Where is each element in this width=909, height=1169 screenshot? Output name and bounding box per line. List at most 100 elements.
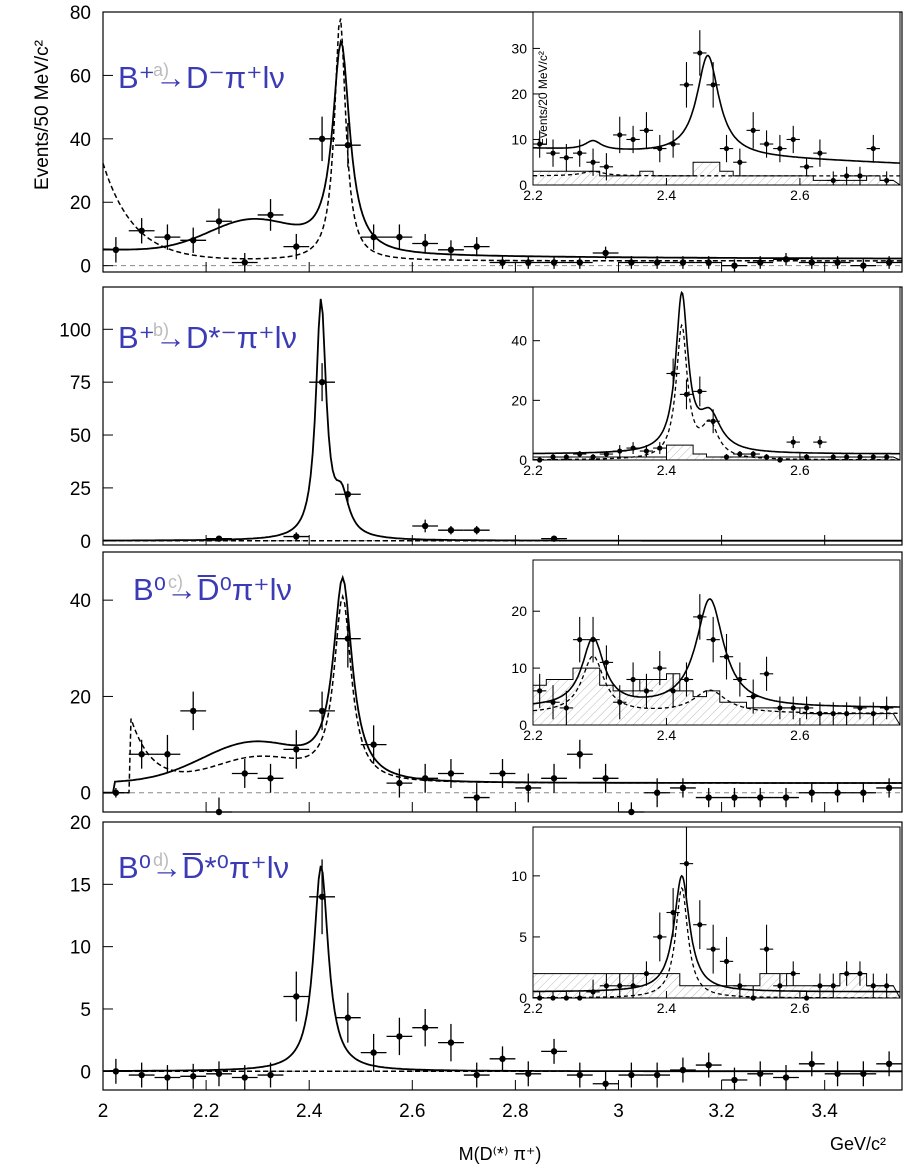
- inset-data-point: [723, 454, 730, 460]
- data-point: [653, 259, 661, 266]
- panel-3: 0 20 40 0 10 20 2.2 2.4 2.6 c)B⁰→D̅⁰π⁺lν: [70, 551, 903, 816]
- inset-data-point: [617, 983, 623, 989]
- data-point: [731, 262, 738, 269]
- inset-data-point: [630, 676, 636, 683]
- data-point: [421, 775, 429, 782]
- inset-frame: [532, 826, 901, 999]
- inset-x-tick-label: 2.4: [657, 462, 677, 478]
- data-point: [885, 259, 893, 266]
- panel-4: 0 5 10 15 20 0 5 10 2.2 2.4 2.6 d)B⁰→D̅*⁰π⁺lν: [70, 813, 903, 1091]
- data-point: [602, 775, 609, 782]
- inset-data-point: [830, 177, 836, 184]
- inset-data-point: [830, 983, 836, 989]
- data-point: [473, 526, 480, 534]
- inset-data-point: [617, 132, 623, 138]
- inset-fit-curve: [533, 54, 900, 164]
- y-tick-label: 100: [59, 320, 91, 341]
- data-point: [782, 794, 790, 801]
- inset-data-point: [697, 50, 703, 56]
- inset-data-point: [683, 676, 690, 683]
- inset-x-tick-label: 2.2: [523, 187, 543, 203]
- data-point: [550, 1048, 558, 1055]
- data-point: [396, 1033, 403, 1040]
- inset-y-tick-label: 30: [511, 40, 527, 56]
- inset-data-point: [830, 711, 836, 717]
- data-point: [370, 233, 377, 241]
- data-point: [447, 246, 455, 254]
- inset-3: 0 10 20 2.2 2.4 2.6: [511, 559, 901, 743]
- data-point: [473, 794, 480, 801]
- data-point: [808, 789, 815, 796]
- panel-1: 0 20 40 60 80 0 10 20 30 2.2 2.4 2.6 Events/20 MeV/c…: [70, 3, 903, 278]
- inset-data-point: [577, 150, 583, 156]
- inset-x-tick-label: 2.4: [657, 1000, 677, 1016]
- data-point: [679, 784, 687, 792]
- inset-data-point: [817, 711, 823, 717]
- inset-data-point: [870, 454, 876, 460]
- inset-data-point: [577, 451, 583, 457]
- data-point: [267, 1071, 274, 1079]
- inset-data-point: [817, 439, 823, 445]
- y-tick-label: 10: [70, 938, 91, 959]
- inset-data-point: [857, 173, 863, 179]
- inset-2: 0 20 40 2.2 2.4 2.6: [511, 286, 901, 478]
- inset-x-tick-label: 2.6: [790, 727, 810, 743]
- inset-data-point: [857, 705, 863, 711]
- inset-data-point: [537, 141, 543, 147]
- inset-data-point: [750, 127, 756, 133]
- inset-fit-curve-dashed: [532, 655, 900, 714]
- inset-data-point: [670, 909, 676, 916]
- data-point: [112, 246, 120, 254]
- data-point: [731, 1076, 738, 1084]
- data-point: [757, 1070, 764, 1077]
- data-point: [473, 243, 480, 250]
- inset-frame: [532, 11, 901, 186]
- inset-y-axis-label: Events/20 MeV/c²: [536, 51, 550, 146]
- inset-data-point: [697, 614, 703, 620]
- inset-data-point: [737, 983, 743, 989]
- inset-y-tick-label: 10: [511, 868, 527, 884]
- y-tick-label: 20: [70, 687, 91, 708]
- inset-data-point: [817, 983, 823, 989]
- data-point: [705, 1061, 712, 1069]
- data-point: [705, 259, 712, 266]
- inset-data-point: [563, 705, 569, 711]
- data-point: [241, 1074, 248, 1081]
- data-point: [396, 779, 403, 787]
- inset-data-point: [590, 989, 596, 995]
- panel-title: B⁺→D*⁻π⁺lν: [118, 320, 297, 355]
- data-point: [344, 141, 352, 149]
- data-point: [447, 770, 455, 777]
- inset-y-tick-label: 10: [511, 131, 527, 147]
- inset-data-point: [643, 970, 650, 977]
- y-tick-label: 0: [80, 784, 91, 805]
- inset-fit-curve-dashed: [533, 323, 900, 461]
- data-point: [885, 784, 893, 792]
- inset-y-tick-label: 40: [511, 333, 527, 349]
- fit-curve: [102, 38, 902, 260]
- panel-title: B⁺→D⁻π⁺lν: [118, 60, 285, 95]
- x-tick-label: 3.4: [811, 1101, 838, 1122]
- x-axis-unit: GeV/c²: [830, 1134, 886, 1154]
- data-point: [731, 794, 738, 801]
- inset-data-point: [844, 970, 850, 977]
- data-point: [602, 249, 609, 257]
- data-point: [525, 259, 532, 266]
- data-point: [267, 775, 274, 782]
- inset-data-point: [844, 173, 850, 179]
- data-point: [344, 1014, 352, 1021]
- inset-data-point: [643, 448, 650, 454]
- inset-data-point: [577, 637, 583, 643]
- inset-data-point: [683, 391, 690, 397]
- data-point: [653, 789, 661, 796]
- inset-data-point: [630, 983, 636, 989]
- inset-1: 0 10 20 30 2.2 2.4 2.6 Events/20 MeV/c²: [511, 11, 902, 203]
- y-tick-label: 80: [70, 3, 91, 24]
- y-tick-label: 40: [70, 591, 91, 612]
- inset-data-point: [617, 699, 623, 705]
- data-point: [679, 259, 687, 266]
- inset-y-tick-label: 0: [519, 452, 527, 468]
- x-axis-label: M(D⁽*⁾ π⁺): [459, 1144, 542, 1164]
- inset-y-tick-label: 5: [519, 929, 527, 945]
- data-point: [138, 1071, 145, 1079]
